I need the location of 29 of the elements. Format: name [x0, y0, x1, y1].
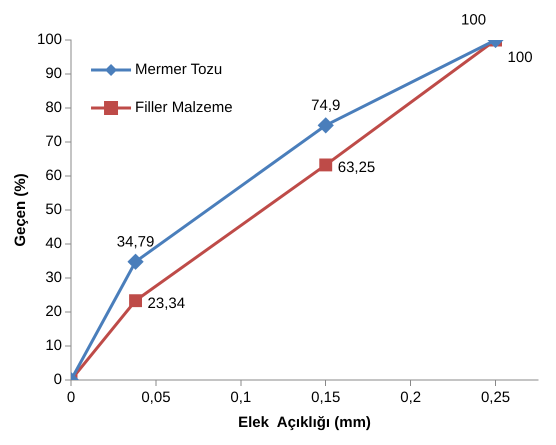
data-label: 100 — [461, 12, 486, 29]
x-tick-label: 0,05 — [141, 389, 171, 406]
legend-label: Mermer Tozu — [135, 61, 222, 78]
y-tick-label: 30 — [45, 269, 62, 286]
y-tick-label: 0 — [54, 371, 62, 388]
y-tick-label: 60 — [45, 167, 62, 184]
data-label: 100 — [508, 49, 533, 66]
point — [319, 158, 332, 172]
y-tick-label: 90 — [45, 65, 62, 82]
x-tick-label: 0,15 — [311, 389, 340, 406]
data-label: 34,79 — [116, 233, 154, 250]
y-axis-title: Geçen (%) — [12, 173, 30, 247]
y-tick-label: 70 — [45, 133, 62, 150]
y-tick-label: 10 — [45, 337, 62, 354]
y-tick-label: 100 — [36, 31, 62, 48]
x-tick-label: 0,25 — [480, 389, 510, 406]
data-label: 63,25 — [338, 159, 376, 176]
x-tick-label: 0,2 — [400, 389, 422, 406]
point — [128, 254, 144, 270]
y-tick-label: 20 — [45, 303, 62, 320]
y-tick-label: 40 — [45, 235, 62, 252]
x-axis-title: Elek Açıklığı (mm) — [238, 414, 371, 432]
data-label: 23,34 — [148, 294, 186, 312]
x-tick-label: 0 — [66, 389, 76, 406]
y-tick-label: 80 — [45, 99, 62, 116]
legend-label: Filler Malzeme — [135, 99, 233, 116]
data-label: 74,9 — [311, 96, 340, 114]
x-tick-label: 0,1 — [230, 389, 252, 406]
y-tick-label: 50 — [45, 201, 62, 218]
